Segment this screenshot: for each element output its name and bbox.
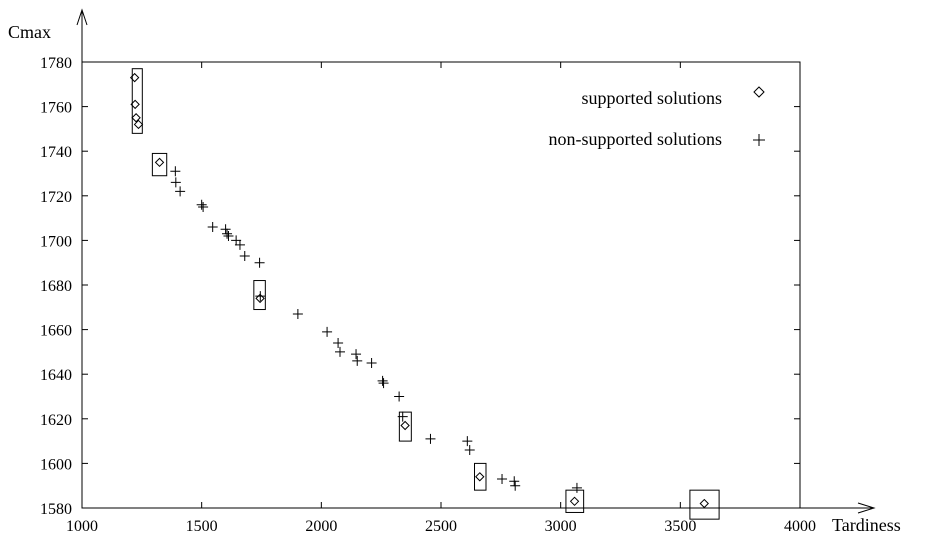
y-tick-label: 1700 — [40, 233, 72, 250]
non-supported-point — [394, 391, 405, 402]
non-supported-point — [196, 199, 207, 210]
non-supported-point — [462, 436, 473, 447]
non-supported-point — [510, 480, 521, 491]
y-tick-label: 1760 — [40, 100, 72, 117]
y-tick-label: 1620 — [40, 412, 72, 429]
non-supported-point — [234, 239, 245, 250]
non-supported-point — [352, 355, 363, 366]
non-supported-point — [198, 201, 209, 212]
x-axis-arrow — [857, 502, 876, 514]
y-tick-label: 1740 — [40, 144, 72, 161]
legend-diamond-marker — [753, 86, 765, 98]
supported-point — [131, 113, 141, 123]
non-supported-point — [397, 411, 408, 422]
x-tick-label: 2000 — [305, 518, 337, 535]
data-points — [129, 72, 709, 509]
y-tick-label: 1600 — [40, 456, 72, 473]
y-tick-label: 1680 — [40, 278, 72, 295]
cluster-box — [131, 68, 143, 134]
cluster-boxes — [131, 68, 720, 520]
supported-point — [569, 496, 580, 507]
non-supported-point — [292, 308, 303, 319]
supported-point — [154, 157, 165, 168]
y-tick-label: 1660 — [40, 323, 72, 340]
non-supported-point — [207, 222, 218, 233]
legend-label-non-supported: non-supported solutions — [549, 129, 723, 149]
x-tick-label: 2500 — [425, 518, 457, 535]
non-supported-point — [239, 251, 250, 262]
x-tick-label: 1500 — [186, 518, 218, 535]
non-supported-point — [509, 476, 520, 487]
non-supported-point — [223, 230, 234, 241]
non-supported-point — [425, 433, 436, 444]
y-tick-label: 1780 — [40, 55, 72, 72]
legend: supported solutions non-supported soluti… — [549, 86, 765, 149]
cluster-box — [565, 489, 585, 513]
y-tick-label: 1720 — [40, 189, 72, 206]
y-axis-arrow — [76, 8, 88, 26]
non-supported-point — [175, 186, 186, 197]
legend-label-supported: supported solutions — [581, 88, 722, 108]
non-supported-point — [366, 358, 377, 369]
y-axis-label: Cmax — [8, 22, 51, 42]
non-supported-point — [170, 166, 181, 177]
non-supported-point — [351, 349, 362, 360]
x-tick-label: 1000 — [66, 518, 98, 535]
supported-point — [133, 119, 144, 130]
non-supported-point — [335, 346, 346, 357]
supported-point — [129, 72, 140, 83]
x-tick-label: 4000 — [784, 518, 816, 535]
legend-plus-marker — [753, 134, 765, 146]
cluster-box — [689, 489, 720, 520]
cluster-box — [398, 411, 412, 442]
supported-point — [400, 420, 410, 431]
non-supported-point — [322, 326, 333, 337]
non-supported-point — [254, 257, 265, 268]
non-supported-point — [222, 228, 233, 239]
y-tick-label: 1580 — [40, 501, 72, 518]
non-supported-point — [497, 474, 508, 485]
cluster-box — [474, 462, 487, 491]
non-supported-point — [333, 337, 344, 348]
x-tick-label: 3500 — [664, 518, 696, 535]
non-supported-point — [220, 224, 231, 235]
non-supported-point — [255, 291, 266, 302]
non-supported-point — [170, 177, 181, 188]
supported-point — [699, 498, 709, 509]
supported-point — [130, 99, 140, 110]
cluster-box — [253, 280, 266, 311]
non-supported-point — [464, 445, 475, 456]
x-axis-label: Tardiness — [832, 515, 901, 535]
non-supported-point — [377, 375, 388, 386]
supported-point — [475, 472, 485, 482]
non-supported-point — [378, 378, 389, 389]
non-supported-point — [571, 482, 582, 493]
y-tick-label: 1640 — [40, 367, 72, 384]
supported-point — [255, 293, 265, 304]
cluster-box — [151, 152, 168, 177]
axis-ticks: 1000 1500 2000 2500 3000 3500 4000 1580 1600 1620… — [40, 55, 816, 535]
x-tick-label: 3000 — [545, 518, 577, 535]
